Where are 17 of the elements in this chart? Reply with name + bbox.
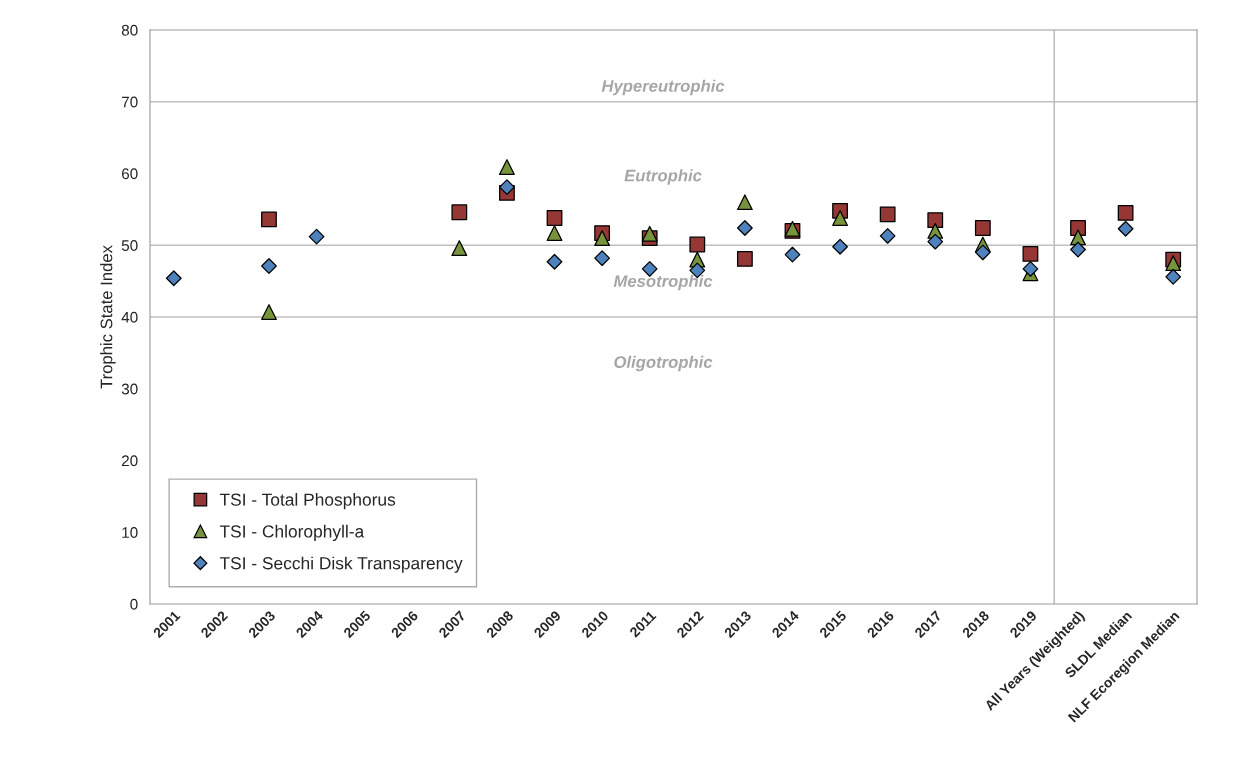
legend-label: TSI - Chlorophyll-a — [219, 524, 365, 542]
legend-label: TSI - Secchi Disk Transparency — [219, 556, 463, 573]
y-tick-label: 40 — [121, 311, 138, 323]
y-tick-label: 20 — [121, 455, 138, 467]
legend-label: TSI - Total Phosphorus — [219, 493, 396, 510]
annotation: Hypereutrophic — [601, 79, 725, 96]
y-tick-label: 10 — [122, 527, 138, 538]
annotation: Mesotrophic — [613, 274, 713, 291]
y-tick-label: 70 — [121, 96, 138, 108]
y-tick-label: 80 — [121, 24, 138, 36]
y-tick-label: 50 — [121, 240, 138, 251]
annotation: Oligotrophic — [614, 355, 713, 372]
y-axis-title: Trophic State Index — [100, 245, 116, 389]
y-tick-label: 60 — [121, 168, 138, 180]
y-tick-label: 30 — [121, 383, 138, 395]
annotation: Eutrophic — [624, 169, 702, 185]
y-tick-label: 0 — [130, 598, 138, 610]
